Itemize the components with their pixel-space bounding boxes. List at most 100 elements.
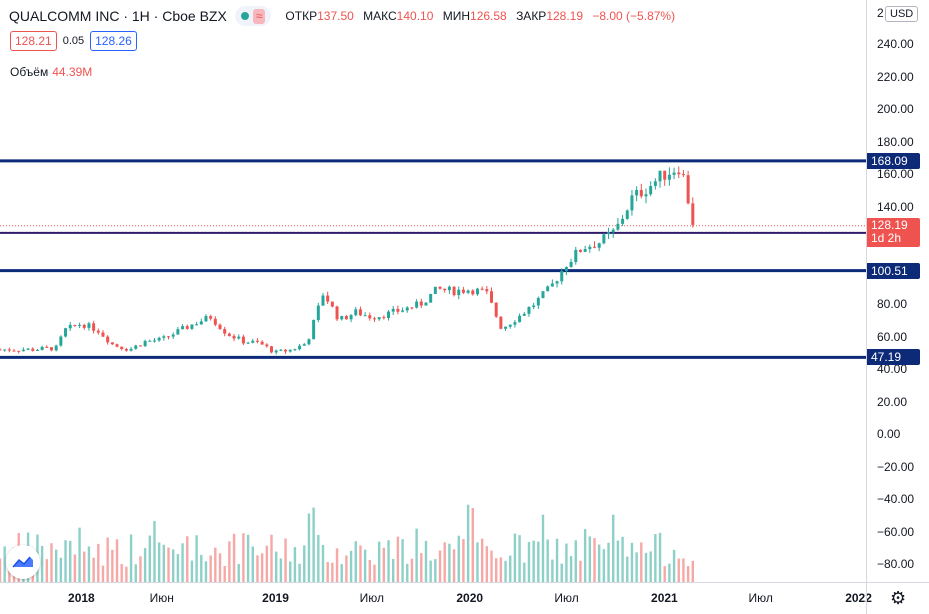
buy-button[interactable]: 128.26 bbox=[90, 31, 137, 51]
candle-body bbox=[12, 350, 16, 352]
volume-bar bbox=[551, 559, 554, 582]
volume-bar bbox=[434, 559, 437, 582]
candle-body bbox=[284, 349, 288, 352]
time-tick: Июл bbox=[554, 591, 579, 605]
volume-bar bbox=[331, 562, 334, 582]
candle-body bbox=[527, 306, 531, 314]
volume-bar bbox=[686, 566, 690, 582]
symbol-title[interactable]: QUALCOMM INC · 1H · Cboe BZX bbox=[9, 8, 227, 24]
candle-body bbox=[677, 172, 681, 175]
time-tick: 2019 bbox=[262, 591, 289, 605]
price-tick: 200.00 bbox=[877, 102, 914, 116]
status-pill[interactable]: ≈ bbox=[234, 6, 272, 26]
gear-icon[interactable]: ⚙ bbox=[890, 588, 907, 608]
candle-body bbox=[110, 342, 114, 345]
volume-bar bbox=[54, 549, 58, 582]
volume-bar bbox=[560, 563, 563, 582]
candle-body bbox=[433, 286, 437, 294]
time-tick: 2021 bbox=[651, 591, 678, 605]
candle-body bbox=[260, 341, 264, 345]
volume-bar bbox=[443, 542, 446, 582]
volume-bar bbox=[392, 558, 395, 582]
volume-bar bbox=[612, 514, 615, 582]
candle-body bbox=[574, 249, 578, 262]
candle-body bbox=[387, 311, 391, 319]
price-axis[interactable]: 2 USD 240.00 220.00 200.00 180.00 160.00 140.… bbox=[866, 0, 929, 582]
volume-bar bbox=[640, 542, 643, 582]
volume-legend[interactable]: Объём 44.39M bbox=[10, 65, 92, 79]
candle-body bbox=[447, 286, 451, 291]
volume-bar bbox=[340, 564, 343, 582]
high-value: 140.10 bbox=[396, 9, 434, 23]
volume-bar bbox=[317, 535, 320, 582]
volume-bar bbox=[40, 545, 44, 582]
chart-pane[interactable]: QUALCOMM INC · 1H · Cboe BZX ≈ ОТКР137.5… bbox=[0, 0, 866, 582]
ohlc-values: ОТКР137.50 МАКС140.10 МИН126.58 ЗАКР128.… bbox=[285, 9, 681, 23]
volume-bar bbox=[677, 558, 680, 582]
level-price-label: 100.51 bbox=[867, 262, 920, 279]
time-tick: 2022 bbox=[845, 591, 872, 605]
volume-bar bbox=[471, 507, 474, 582]
candle-body bbox=[424, 302, 428, 306]
price-tick: 40.00 bbox=[877, 362, 908, 376]
candle-body bbox=[326, 295, 330, 302]
candle-body bbox=[227, 333, 231, 336]
sell-button[interactable]: 128.21 bbox=[10, 31, 57, 51]
candle-body bbox=[499, 316, 503, 329]
price-tick: 240.00 bbox=[877, 37, 914, 51]
candle-body bbox=[162, 336, 166, 338]
candle-body bbox=[518, 315, 522, 323]
time-tick: Июл bbox=[359, 591, 384, 605]
volume-bar bbox=[134, 564, 137, 582]
candle-body bbox=[330, 301, 334, 307]
volume-bar bbox=[363, 549, 367, 582]
candle-body bbox=[82, 324, 86, 328]
volume-bar bbox=[555, 538, 559, 582]
time-tick: 2018 bbox=[68, 591, 95, 605]
candle-body bbox=[504, 326, 508, 329]
currency-button[interactable]: USD bbox=[885, 6, 919, 22]
volume-bar bbox=[115, 539, 119, 582]
time-axis[interactable]: 2018 Июн 2019 Июл 2020 Июл 2021 Июл 2022 bbox=[0, 582, 872, 614]
volume-bar bbox=[125, 566, 128, 582]
volume-bar bbox=[345, 555, 348, 582]
tradingview-logo-icon[interactable] bbox=[6, 545, 40, 579]
volume-bar bbox=[274, 551, 278, 582]
candle-body bbox=[293, 349, 297, 351]
volume-bar bbox=[0, 558, 2, 582]
chart-canvas[interactable] bbox=[0, 0, 866, 582]
volume-bar bbox=[499, 557, 503, 582]
volume-bar bbox=[387, 540, 390, 582]
volume-bar bbox=[649, 551, 652, 582]
volume-bar bbox=[644, 552, 648, 582]
volume-bar bbox=[462, 539, 465, 582]
candle-body bbox=[307, 339, 311, 345]
volume-bar bbox=[172, 549, 175, 582]
volume-bar bbox=[490, 550, 493, 582]
candle-body bbox=[691, 203, 695, 225]
candle-body bbox=[438, 286, 442, 289]
volume-bar bbox=[209, 555, 212, 582]
volume-bar bbox=[335, 548, 339, 582]
settings-corner: ⚙ bbox=[866, 582, 929, 614]
volume-bar bbox=[424, 540, 428, 582]
candle-body bbox=[349, 315, 353, 320]
candle-body bbox=[64, 328, 68, 337]
candle-body bbox=[382, 317, 386, 319]
candle-body bbox=[536, 298, 540, 306]
candle-body bbox=[176, 329, 180, 335]
candle-body bbox=[532, 305, 536, 307]
candle-body bbox=[602, 234, 606, 244]
candle-body bbox=[152, 340, 156, 342]
candle-body bbox=[597, 243, 601, 248]
volume-bar bbox=[448, 543, 451, 582]
volume-bar bbox=[279, 558, 283, 582]
volume-bar bbox=[588, 536, 592, 582]
volume-bar bbox=[593, 538, 596, 582]
volume-bar bbox=[630, 542, 634, 582]
candle-body bbox=[457, 289, 461, 296]
volume-bar bbox=[312, 507, 315, 582]
price-tick: 220.00 bbox=[877, 69, 914, 84]
level-price-label: 168.09 bbox=[867, 152, 920, 169]
candle-body bbox=[120, 346, 124, 350]
